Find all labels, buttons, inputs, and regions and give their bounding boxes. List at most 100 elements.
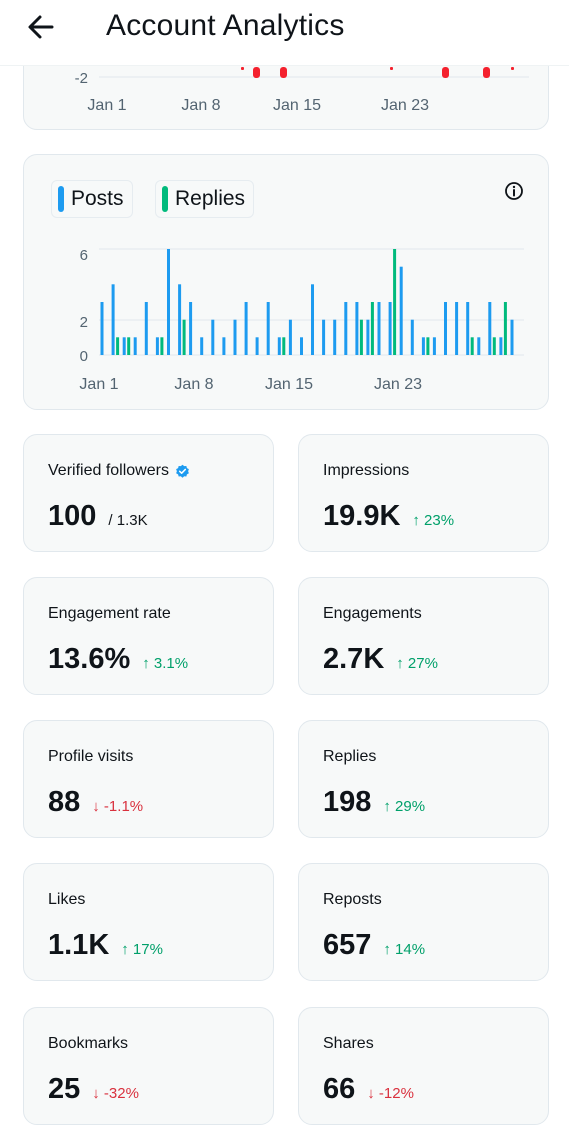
stat-card-likes[interactable]: Likes 1.1K ↑ 17% bbox=[23, 863, 274, 981]
replies-bar bbox=[160, 337, 164, 355]
stat-value-row: 198 ↑ 29% bbox=[323, 786, 425, 819]
posts-bar bbox=[167, 249, 170, 355]
x-tick-label: Jan 1 bbox=[79, 376, 118, 393]
stat-value-row: 1.1K ↑ 17% bbox=[48, 929, 163, 962]
posts-bar bbox=[178, 284, 182, 355]
stat-label-text: Bookmarks bbox=[48, 1035, 129, 1052]
legend-posts-label: Posts bbox=[71, 187, 124, 210]
stat-value-row: 25 ↓ -32% bbox=[48, 1073, 139, 1106]
x-tick-label: Jan 8 bbox=[174, 376, 213, 393]
stat-label-text: Replies bbox=[323, 748, 377, 765]
x-tick-label: Jan 8 bbox=[181, 97, 220, 114]
stat-label: Verified followers bbox=[48, 462, 190, 480]
stat-label: Reposts bbox=[323, 891, 382, 909]
stat-label-text: Engagement rate bbox=[48, 605, 171, 622]
stat-value: 13.6% bbox=[48, 643, 131, 675]
legend-replies[interactable]: Replies bbox=[155, 180, 255, 218]
stat-label: Engagement rate bbox=[48, 605, 171, 623]
stat-value: 25 bbox=[48, 1073, 81, 1105]
replies-bar bbox=[470, 337, 474, 355]
replies-bar bbox=[426, 337, 430, 355]
posts-replies-chart-card: Posts Replies 6 2 0 Jan 1 Jan 8 Jan 15 J… bbox=[23, 154, 549, 410]
posts-bar bbox=[122, 337, 126, 355]
posts-bar bbox=[111, 284, 115, 355]
posts-bar bbox=[322, 319, 326, 355]
posts-bar bbox=[388, 302, 392, 355]
stat-card-profile-visits[interactable]: Profile visits 88 ↓ -1.1% bbox=[23, 720, 274, 838]
info-icon[interactable] bbox=[504, 181, 524, 201]
posts-bar bbox=[377, 302, 381, 355]
posts-bar bbox=[410, 319, 414, 355]
replies-bar bbox=[370, 302, 374, 355]
legend-replies-label: Replies bbox=[175, 187, 246, 210]
replies-bar bbox=[393, 249, 397, 355]
stat-card-engagement-rate[interactable]: Engagement rate 13.6% ↑ 3.1% bbox=[23, 577, 274, 695]
posts-bar bbox=[222, 337, 226, 355]
stat-change: ↓ -1.1% bbox=[92, 798, 144, 815]
replies-bar bbox=[127, 337, 131, 355]
stat-label: Bookmarks bbox=[48, 1035, 128, 1053]
negative-bar bbox=[280, 67, 287, 78]
replies-swatch bbox=[162, 186, 168, 212]
stat-label-text: Likes bbox=[48, 891, 86, 908]
stat-value-row: 2.7K ↑ 27% bbox=[323, 643, 438, 676]
negative-bar bbox=[253, 67, 260, 78]
stat-label-text: Reposts bbox=[323, 891, 382, 908]
stat-change: ↑ 3.1% bbox=[142, 655, 189, 672]
stat-label-text: Engagements bbox=[323, 605, 422, 622]
stat-card-verified-followers[interactable]: Verified followers 100 / 1.3K bbox=[23, 434, 274, 552]
posts-bar bbox=[488, 302, 492, 355]
posts-bar bbox=[466, 302, 470, 355]
posts-bar bbox=[189, 302, 193, 355]
verified-badge-icon bbox=[176, 464, 189, 478]
engagement-chart: -2 Jan 1 Jan 8 Jan 15 Jan 23 bbox=[75, 67, 529, 114]
posts-bar bbox=[444, 302, 447, 355]
back-arrow-icon[interactable] bbox=[24, 10, 58, 44]
x-tick-label: Jan 23 bbox=[381, 97, 429, 114]
stat-change: ↑ 14% bbox=[383, 941, 426, 958]
posts-bar bbox=[366, 319, 370, 355]
stat-value: 198 bbox=[323, 786, 372, 818]
stat-change: ↑ 27% bbox=[396, 655, 438, 672]
replies-bar bbox=[282, 337, 286, 355]
app-header: Account Analytics bbox=[0, 0, 569, 66]
stat-card-bookmarks[interactable]: Bookmarks 25 ↓ -32% bbox=[23, 1007, 274, 1125]
replies-bar bbox=[182, 319, 186, 355]
posts-bar bbox=[510, 319, 514, 355]
stat-total: / 1.3K bbox=[108, 512, 148, 529]
stat-card-reposts[interactable]: Reposts 657 ↑ 14% bbox=[298, 863, 549, 981]
posts-bar bbox=[432, 337, 436, 355]
stat-label-text: Verified followers bbox=[48, 462, 169, 479]
stat-card-engagements[interactable]: Engagements 2.7K ↑ 27% bbox=[298, 577, 549, 695]
negative-bar bbox=[241, 67, 244, 70]
stat-value: 66 bbox=[323, 1073, 356, 1105]
posts-bar bbox=[233, 319, 237, 355]
negative-bar bbox=[442, 67, 449, 78]
x-tick-label: Jan 15 bbox=[265, 376, 313, 393]
posts-bar bbox=[200, 337, 204, 355]
stat-label-text: Shares bbox=[323, 1035, 374, 1052]
stat-card-replies[interactable]: Replies 198 ↑ 29% bbox=[298, 720, 549, 838]
x-tick-label: Jan 1 bbox=[87, 97, 126, 114]
negative-bar bbox=[511, 67, 514, 70]
stat-value: 100 bbox=[48, 500, 97, 532]
bars-group bbox=[100, 249, 514, 355]
stat-label: Engagements bbox=[323, 605, 422, 623]
stat-value: 19.9K bbox=[323, 500, 401, 532]
y-tick-label: 2 bbox=[80, 314, 88, 331]
posts-bar bbox=[244, 302, 248, 355]
posts-replies-chart: 6 2 0 Jan 1 Jan 8 Jan 15 Jan 23 bbox=[79, 247, 524, 393]
stat-label: Likes bbox=[48, 891, 85, 909]
legend-posts[interactable]: Posts bbox=[51, 180, 133, 218]
posts-bar bbox=[155, 337, 159, 355]
posts-bar bbox=[477, 337, 481, 355]
stat-change: ↓ -12% bbox=[367, 1085, 414, 1102]
stat-change: ↓ -32% bbox=[92, 1085, 139, 1102]
stat-card-impressions[interactable]: Impressions 19.9K ↑ 23% bbox=[298, 434, 549, 552]
page-title: Account Analytics bbox=[106, 9, 345, 42]
stat-card-shares[interactable]: Shares 66 ↓ -12% bbox=[298, 1007, 549, 1125]
posts-bar bbox=[255, 337, 259, 355]
replies-bar bbox=[503, 302, 507, 355]
posts-bar bbox=[455, 302, 459, 355]
posts-bar bbox=[311, 284, 314, 355]
